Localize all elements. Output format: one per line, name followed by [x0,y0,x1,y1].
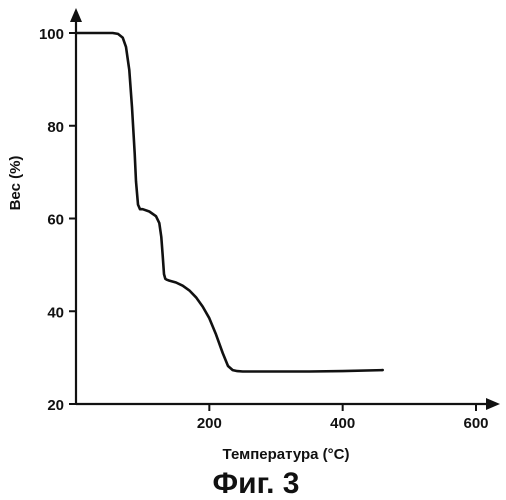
y-tick-label: 80 [47,119,64,136]
x-tick-label: 200 [197,415,222,432]
y-tick-label: 20 [47,397,64,414]
x-tick-label: 400 [330,415,355,432]
series-line-weight [74,31,384,373]
x-ticks: 200 400 600 [197,404,489,432]
chart-axes [70,8,500,410]
x-tick-label: 600 [463,415,488,432]
y-axis-label: Вес (%) [7,156,24,211]
y-tick-label: 60 [47,212,64,229]
y-axis-arrowhead [70,8,82,22]
x-axis-arrowhead [486,398,500,410]
x-axis-label: Температура (°C) [223,446,350,463]
y-ticks: 20 40 60 80 100 [39,26,76,414]
y-tick-label: 40 [47,304,64,321]
y-tick-label: 100 [39,26,64,43]
figure-caption: Фиг. 3 [213,467,300,500]
